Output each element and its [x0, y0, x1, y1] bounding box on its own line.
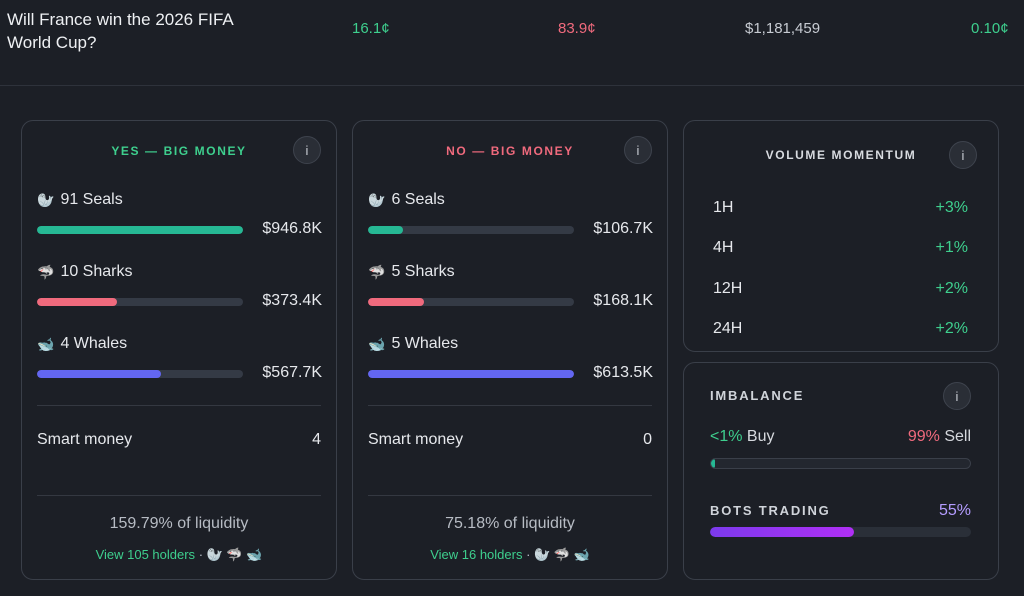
no-sharks-fill [368, 298, 424, 306]
no-sharks-bar [368, 298, 574, 306]
seal-icon: 🦭 [368, 191, 386, 208]
buy-share-label: Buy [746, 428, 775, 445]
yes-sharks-fill [37, 298, 118, 306]
whale-icon: 🐋 [37, 335, 55, 352]
market-spread: 0.10¢ [971, 20, 1009, 37]
divider [37, 495, 321, 496]
yes-smart-money-value: 4 [312, 431, 321, 448]
no-price: 83.9¢ [558, 20, 596, 37]
yes-whales-bar [37, 370, 243, 378]
momentum-4h-value: +1% [935, 239, 968, 256]
no-whales-fill [368, 370, 574, 378]
momentum-12h-value: +2% [935, 280, 968, 297]
no-whales-amount: $613.5K [593, 364, 653, 381]
bots-trading-value: 55% [938, 502, 971, 519]
no-info-button[interactable]: i [624, 136, 652, 164]
no-smart-money-value: 0 [643, 431, 652, 448]
buy-share-value: <1% [710, 428, 743, 445]
buy-share: <1% Buy [710, 428, 775, 446]
info-icon: i [636, 142, 640, 158]
momentum-24h-value: +2% [935, 320, 968, 337]
yes-big-money-card: YES — BIG MONEY i 🦭 91 Seals $946.8K 🦈 10 … [21, 120, 337, 580]
divider [368, 495, 652, 496]
imbalance-bar [710, 458, 971, 469]
yes-seals-fill [37, 226, 243, 234]
imbalance-card: IMBALANCE i <1% Buy 99% Sell BOTS TRADIN… [683, 362, 999, 580]
yes-liquidity: 159.79% of liquidity [109, 515, 249, 532]
market-title[interactable]: Will France win the 2026 FIFA World Cup? [7, 10, 233, 52]
yes-holders-link[interactable]: View 105 holders · 🦭 🦈 🐋 [95, 547, 263, 562]
imbalance-heading: IMBALANCE [710, 388, 805, 403]
yes-info-button[interactable]: i [293, 136, 321, 164]
yes-sharks-label: 🦈 10 Sharks [37, 263, 133, 280]
no-sharks-label: 🦈 5 Sharks [368, 263, 455, 280]
momentum-12h-label: 12H [713, 280, 743, 297]
sell-share-label: Sell [944, 428, 971, 445]
yes-whales-amount: $567.7K [262, 364, 322, 381]
divider [37, 405, 321, 406]
yes-whales-fill [37, 370, 161, 378]
whale-icon: 🐋 [368, 335, 386, 352]
holder-type-icons: · 🦭 🦈 🐋 [198, 547, 263, 562]
market-volume: $1,181,459 [745, 20, 821, 37]
momentum-1h-label: 1H [713, 199, 734, 216]
seal-icon: 🦭 [37, 191, 55, 208]
bots-trading-heading: BOTS TRADING [710, 503, 831, 518]
info-icon: i [305, 142, 309, 158]
no-seals-label: 🦭 6 Seals [368, 191, 445, 208]
no-big-money-card: NO — BIG MONEY i 🦭 6 Seals $106.7K 🦈 5 Sha… [352, 120, 668, 580]
info-icon: i [961, 147, 965, 163]
volume-momentum-heading: VOLUME MOMENTUM [765, 148, 917, 162]
sell-share-value: 99% [907, 428, 940, 445]
yes-seals-amount: $946.8K [262, 220, 322, 237]
market-row[interactable]: Will France win the 2026 FIFA World Cup?… [0, 0, 1024, 86]
yes-sharks-amount: $373.4K [262, 292, 322, 309]
info-icon: i [955, 388, 959, 404]
no-seals-amount: $106.7K [593, 220, 653, 237]
no-smart-money-label: Smart money [368, 431, 464, 448]
no-seals-fill [368, 226, 404, 234]
no-liquidity: 75.18% of liquidity [445, 515, 575, 532]
yes-whales-label: 🐋 4 Whales [37, 335, 128, 352]
no-card-heading: NO — BIG MONEY [446, 144, 574, 158]
yes-seals-label: 🦭 91 Seals [37, 191, 123, 208]
sell-share: 99% Sell [908, 428, 971, 446]
yes-price: 16.1¢ [352, 20, 390, 37]
imbalance-info-button[interactable]: i [943, 382, 971, 410]
yes-card-heading: YES — BIG MONEY [111, 144, 247, 158]
no-sharks-amount: $168.1K [593, 292, 653, 309]
momentum-24h-label: 24H [713, 320, 743, 337]
yes-smart-money-label: Smart money [37, 431, 133, 448]
divider [368, 405, 652, 406]
bots-trading-bar [710, 527, 971, 537]
momentum-1h-value: +3% [935, 199, 968, 216]
holder-type-icons: · 🦭 🦈 🐋 [526, 547, 590, 562]
yes-seals-bar [37, 226, 243, 234]
momentum-4h-label: 4H [713, 239, 734, 256]
shark-icon: 🦈 [37, 263, 55, 280]
no-holders-link[interactable]: View 16 holders · 🦭 🦈 🐋 [430, 547, 590, 562]
no-whales-label: 🐋 5 Whales [368, 335, 459, 352]
yes-sharks-bar [37, 298, 243, 306]
no-seals-bar [368, 226, 574, 234]
bots-trading-fill [710, 527, 854, 537]
volume-info-button[interactable]: i [949, 141, 977, 169]
imbalance-buy-fill [711, 459, 715, 468]
volume-momentum-card: VOLUME MOMENTUM i 1H +3% 4H +1% 12H +2% … [683, 120, 999, 352]
shark-icon: 🦈 [368, 263, 386, 280]
no-whales-bar [368, 370, 574, 378]
